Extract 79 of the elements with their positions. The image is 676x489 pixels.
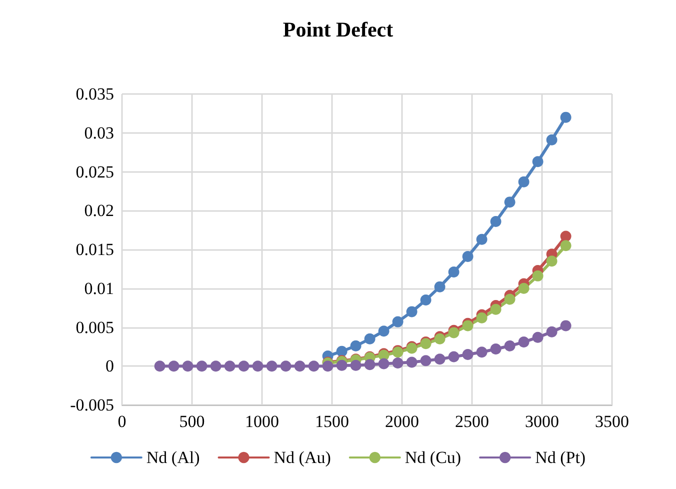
point [504,196,516,208]
point [490,216,502,228]
legend-label: Nd (Pt) [535,448,586,467]
point [420,355,432,366]
point [490,344,502,355]
point [518,176,530,188]
y-tick-label: 0.015 [76,240,114,259]
point [308,360,320,372]
point [532,332,544,343]
y-tick-label: 0 [106,356,114,376]
point [392,316,404,328]
point [336,360,348,371]
x-tick-label: 0 [118,412,126,431]
point [210,360,222,372]
point [434,354,446,365]
point [546,134,558,146]
point [350,360,362,371]
x-tick-label: 2500 [455,412,489,431]
point [406,356,418,368]
point [392,358,404,369]
point [196,360,208,372]
point [378,358,390,370]
x-tick-label: 1000 [245,412,279,431]
point [420,294,432,306]
point [532,270,544,282]
y-tick-label: 0.025 [76,162,114,182]
point [546,256,558,267]
point [168,360,180,372]
legend-label: Nd (Cu) [404,448,462,467]
point [266,360,278,372]
point [364,333,376,344]
point [504,340,516,352]
x-tick-label: 500 [179,412,205,431]
point [336,346,348,357]
chart-title: Point Defect [282,18,394,42]
point [154,360,166,372]
point [518,282,530,294]
point [364,359,376,370]
x-tick-label: 1500 [315,412,349,431]
y-tick-label: -0.005 [70,396,114,414]
point [476,312,488,324]
point [448,351,460,362]
x-tick-label: 3000 [525,412,559,431]
point [546,326,558,338]
point [560,230,572,242]
point [462,348,474,360]
point [252,360,264,372]
point [406,306,418,318]
point [476,234,488,245]
point [560,112,572,123]
point [182,360,194,372]
point [350,340,362,352]
point [462,251,474,262]
point [378,326,390,337]
x-tick-label: 3500 [595,412,629,431]
point [280,360,292,372]
y-tick-label: 0.03 [84,123,114,142]
point [504,294,516,305]
y-tick-label: 0.01 [84,278,114,298]
point [448,266,460,278]
point [560,240,572,252]
point [434,281,446,292]
point [462,320,474,332]
point [448,327,460,338]
y-tick-label: 0.035 [76,84,114,104]
legend-label: Nd (Al) [146,448,200,467]
x-tick-label: 2000 [385,412,419,431]
y-tick-label: 0.02 [84,201,114,220]
point [518,336,530,348]
point [532,156,544,168]
point [476,346,488,358]
point [490,304,502,315]
point [322,360,334,372]
point [560,320,572,332]
point [294,360,306,372]
legend-label: Nd (Au) [274,448,331,467]
y-tick-label: 0.005 [76,318,114,337]
point [238,360,250,372]
point [224,360,236,372]
